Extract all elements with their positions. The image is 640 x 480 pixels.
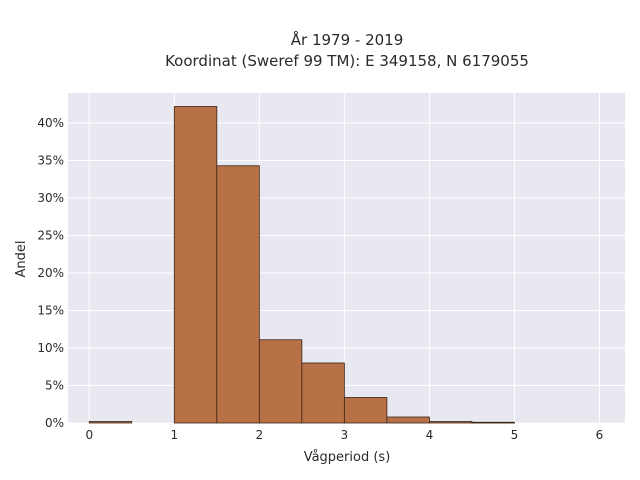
- histogram-bar: [258, 339, 303, 424]
- histogram-bar: [173, 106, 218, 424]
- x-tick-label: 0: [85, 428, 93, 442]
- y-axis-ticks: 0% 5% 10% 15% 20% 25% 30% 35% 40%: [37, 116, 64, 430]
- y-tick-label: 30%: [37, 191, 64, 205]
- histogram-bar: [216, 165, 260, 424]
- plot-area: [68, 93, 625, 423]
- y-tick-label: 15%: [37, 304, 64, 318]
- y-axis-label: Andel: [14, 241, 29, 278]
- histogram-bar: [386, 416, 430, 424]
- x-axis-ticks: 0 1 2 3 4 5 6: [85, 428, 603, 442]
- y-tick-label: 10%: [37, 341, 64, 355]
- y-tick-label: 25%: [37, 229, 64, 243]
- y-tick-label: 20%: [37, 266, 64, 280]
- bars: [88, 106, 515, 424]
- y-tick-label: 0%: [45, 416, 64, 430]
- y-tick-label: 35%: [37, 154, 64, 168]
- histogram-bar: [471, 421, 515, 424]
- x-tick-label: 4: [426, 428, 434, 442]
- x-axis-label: Vågperiod (s): [304, 450, 391, 465]
- histogram-bar: [343, 397, 388, 424]
- x-tick-label: 3: [341, 428, 349, 442]
- x-tick-label: 2: [256, 428, 264, 442]
- y-tick-label: 40%: [37, 116, 64, 130]
- y-tick-label: 5%: [45, 379, 64, 393]
- chart-title-line-2: Koordinat (Sweref 99 TM): E 349158, N 61…: [165, 52, 529, 70]
- x-tick-label: 1: [170, 428, 178, 442]
- histogram-bar: [301, 362, 345, 424]
- x-tick-label: 6: [596, 428, 604, 442]
- histogram-bar: [429, 421, 473, 424]
- histogram-bar: [88, 421, 133, 424]
- x-tick-label: 5: [511, 428, 519, 442]
- chart-title-line-1: År 1979 - 2019: [291, 30, 404, 49]
